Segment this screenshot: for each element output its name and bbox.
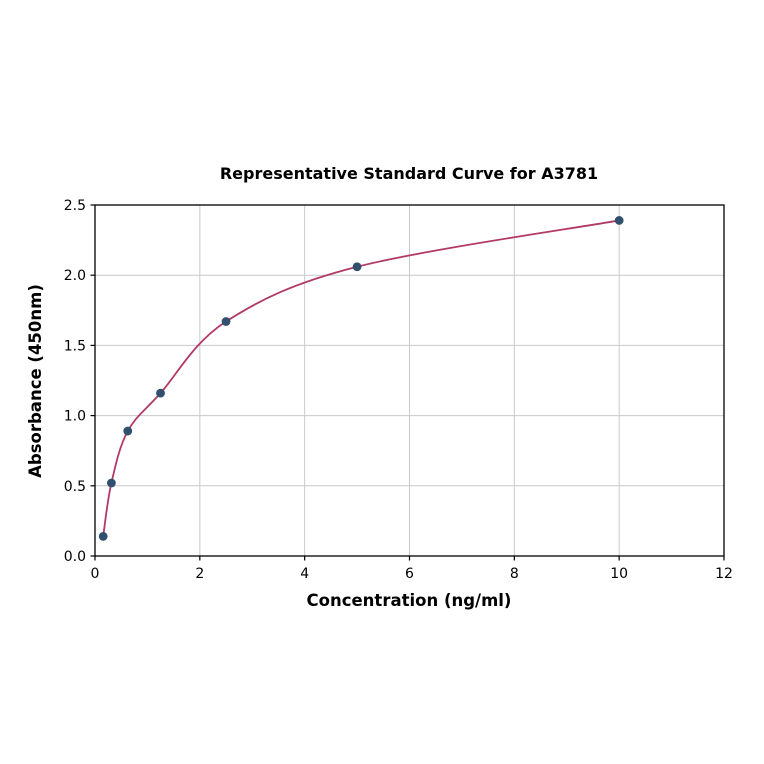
data-point <box>156 388 165 398</box>
chart-title: Representative Standard Curve for A3781 <box>220 164 598 183</box>
data-point <box>98 531 108 541</box>
x-tick-label: 4 <box>300 566 309 582</box>
y-axis-label: Absorbance (450nm) <box>26 284 45 478</box>
data-point <box>107 478 116 488</box>
y-tick-label: 0.0 <box>64 549 86 565</box>
y-tick-label: 1.0 <box>64 409 86 425</box>
x-tick-label: 0 <box>91 566 100 582</box>
x-tick-label: 8 <box>510 566 519 582</box>
data-point <box>352 262 362 272</box>
y-tick-label: 2.5 <box>64 198 86 214</box>
x-axis-label: Concentration (ng/ml) <box>307 591 512 610</box>
x-tick-label: 12 <box>715 566 733 582</box>
y-tick-label: 2.0 <box>64 268 86 284</box>
y-tick-label: 0.5 <box>64 479 86 495</box>
x-tick-label: 10 <box>610 566 628 582</box>
fit-curve <box>102 219 620 537</box>
data-point <box>614 216 624 225</box>
x-tick-label: 2 <box>195 566 204 582</box>
x-tick-label: 6 <box>405 566 414 582</box>
data-point <box>221 317 231 326</box>
data-point <box>123 426 133 436</box>
plot-area: 0 2 4 6 8 10 12 0.0 0.5 1.0 1.5 2.0 2.5 <box>64 198 733 582</box>
y-tick-label: 1.5 <box>64 338 86 354</box>
